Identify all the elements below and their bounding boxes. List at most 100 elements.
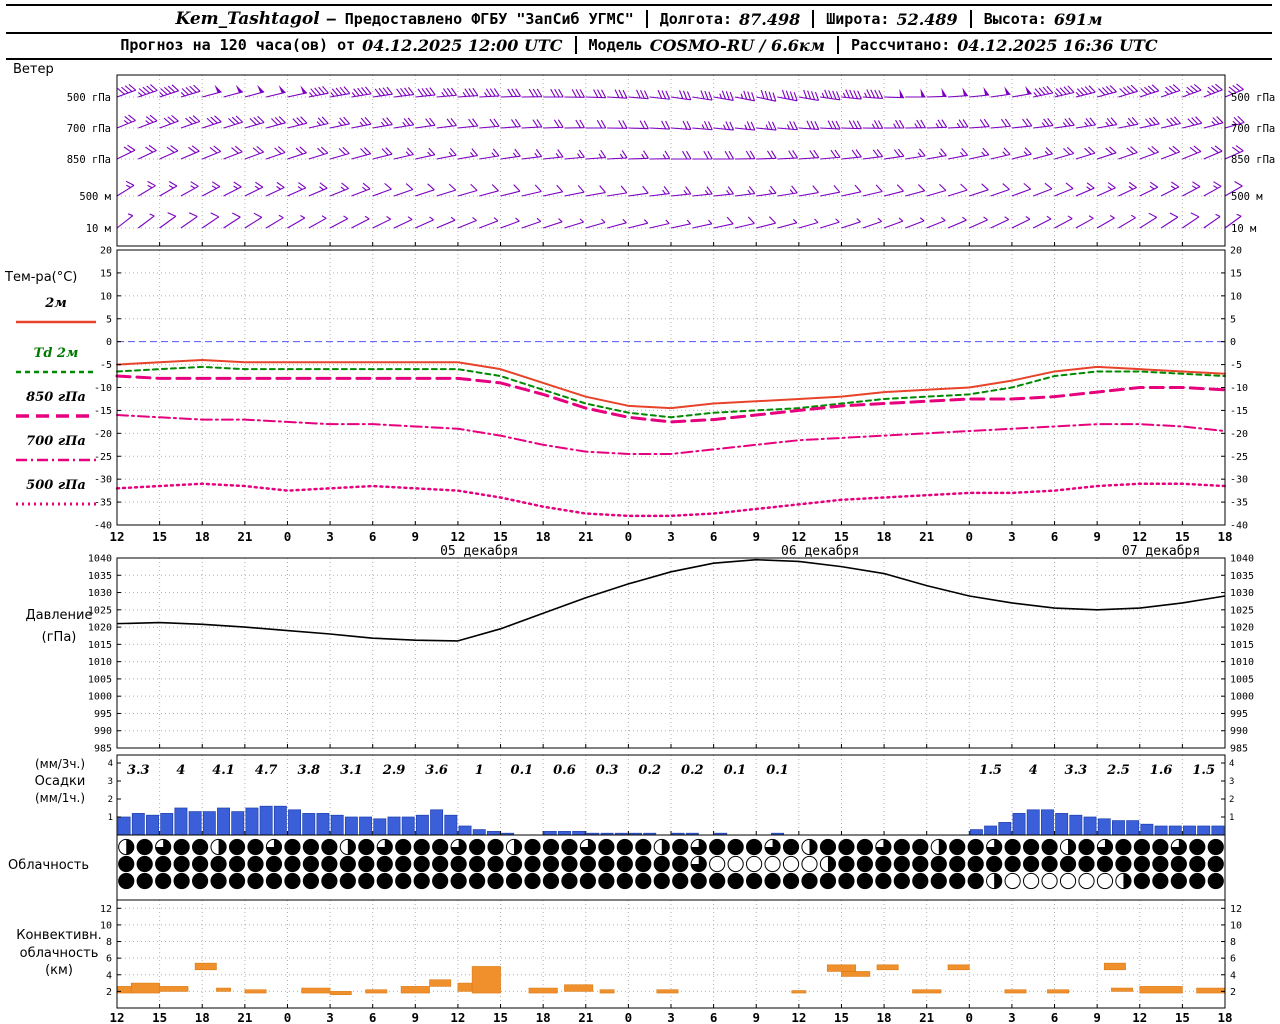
svg-text:6: 6 (369, 1010, 377, 1024)
precip-label-line3: (мм/1ч.) (34, 791, 86, 805)
svg-text:10: 10 (100, 291, 112, 302)
temp-legend-label: 500 гПа (26, 478, 86, 493)
longitude-value: 87.498 (739, 9, 801, 29)
svg-text:0: 0 (284, 1010, 292, 1024)
temp-legend-label: 700 гПа (26, 434, 86, 449)
svg-text:-20: -20 (1230, 429, 1248, 440)
svg-text:-40: -40 (1230, 521, 1248, 532)
header-line-2: Прогноз на 120 часа(ов) от 04.12.2025 12… (6, 32, 1272, 60)
svg-text:3: 3 (1008, 529, 1016, 544)
svg-text:2.5: 2.5 (1106, 763, 1130, 778)
svg-text:9: 9 (1093, 529, 1101, 544)
calculated-datetime: 04.12.2025 16:36 UTC (957, 35, 1158, 55)
svg-text:1005: 1005 (88, 674, 112, 685)
svg-text:0: 0 (966, 529, 974, 544)
svg-text:20: 20 (100, 246, 112, 257)
svg-text:700 гПа: 700 гПа (67, 123, 111, 135)
svg-text:-25: -25 (94, 452, 112, 463)
svg-text:990: 990 (94, 726, 112, 737)
svg-text:12: 12 (450, 529, 465, 544)
svg-text:1000: 1000 (1230, 692, 1254, 703)
svg-text:995: 995 (1230, 709, 1248, 720)
svg-text:9: 9 (412, 1010, 420, 1024)
temp-series-850 гПа (115, 374, 1227, 424)
svg-text:-30: -30 (1230, 475, 1248, 486)
temp-legend-label: Td 2м (33, 346, 79, 361)
svg-text:6: 6 (369, 529, 377, 544)
svg-text:4.7: 4.7 (255, 763, 278, 778)
svg-text:1025: 1025 (1230, 605, 1254, 616)
temp-legend-label: 2м (45, 296, 67, 311)
svg-text:3.1: 3.1 (340, 763, 363, 778)
svg-text:0: 0 (106, 337, 112, 348)
svg-text:15: 15 (1175, 1010, 1190, 1024)
temp-series-700 гПа (116, 414, 1226, 455)
svg-text:15: 15 (1175, 529, 1190, 544)
pressure-label-line2: (гПа) (41, 630, 77, 645)
svg-text:15: 15 (834, 1010, 849, 1024)
convective-panel (116, 962, 1226, 996)
svg-text:1015: 1015 (88, 640, 112, 651)
svg-text:18: 18 (536, 529, 551, 544)
svg-text:0: 0 (625, 1010, 633, 1024)
svg-text:1010: 1010 (1230, 657, 1254, 668)
convective-label-line3: (км) (45, 963, 73, 978)
svg-text:-10: -10 (1230, 383, 1248, 394)
svg-text:18: 18 (1217, 529, 1232, 544)
svg-text:21: 21 (919, 529, 934, 544)
svg-text:3: 3 (1229, 777, 1234, 787)
wind-panel: 500 гПа 500 гПа 700 гПа 700 гПа 850 гПа 850 г… (67, 83, 1275, 235)
svg-text:2.9: 2.9 (382, 763, 406, 778)
svg-text:21: 21 (578, 529, 593, 544)
svg-text:18: 18 (1217, 1010, 1232, 1024)
svg-text:1025: 1025 (88, 605, 112, 616)
temp-legend-line-sample (16, 320, 96, 324)
svg-text:15: 15 (834, 529, 849, 544)
svg-text:21: 21 (919, 1010, 934, 1024)
svg-text:-25: -25 (1230, 452, 1248, 463)
svg-text:6: 6 (1051, 529, 1059, 544)
header-separator (812, 10, 815, 28)
svg-text:0: 0 (966, 1010, 974, 1024)
svg-text:15: 15 (152, 1010, 167, 1024)
svg-text:-5: -5 (1230, 360, 1242, 371)
svg-text:10: 10 (1230, 920, 1242, 931)
wind-panel-label: Ветер (13, 62, 54, 77)
precip-label-line1: (мм/3ч.) (34, 757, 86, 771)
svg-text:4: 4 (1229, 759, 1234, 769)
temp-legend-entry-2: Td 2м (6, 346, 106, 381)
svg-text:4: 4 (108, 759, 113, 769)
svg-text:9: 9 (752, 1010, 760, 1024)
svg-text:4: 4 (1029, 763, 1038, 778)
svg-text:0.6: 0.6 (553, 763, 576, 778)
convective-label-line2: облачность (19, 946, 99, 961)
cloudiness-panel (118, 838, 1224, 890)
svg-text:-15: -15 (94, 406, 112, 417)
svg-text:6: 6 (710, 529, 718, 544)
svg-text:1.5: 1.5 (1192, 763, 1215, 778)
svg-text:1: 1 (1229, 813, 1234, 823)
temp-series-Td 2м (116, 365, 1226, 419)
svg-text:9: 9 (1093, 1010, 1101, 1024)
svg-text:3.8: 3.8 (297, 763, 320, 778)
temp-series-500 гПа (115, 482, 1227, 518)
svg-text:15: 15 (493, 529, 508, 544)
svg-text:1.6: 1.6 (1150, 763, 1173, 778)
temp-legend-entry-5: 500 гПа (6, 478, 106, 513)
svg-text:18: 18 (195, 529, 210, 544)
svg-text:985: 985 (1230, 744, 1248, 755)
svg-text:0.2: 0.2 (681, 763, 704, 778)
svg-text:6: 6 (710, 1010, 718, 1024)
temp-legend-entry-1: 2м (6, 296, 106, 331)
svg-text:1: 1 (475, 763, 484, 778)
svg-text:985: 985 (94, 744, 112, 755)
svg-text:-10: -10 (94, 383, 112, 394)
svg-text:3.6: 3.6 (425, 763, 448, 778)
svg-text:1: 1 (108, 813, 113, 823)
svg-text:4.1: 4.1 (212, 763, 235, 778)
svg-text:5: 5 (106, 314, 112, 325)
header-separator (574, 36, 577, 54)
temp-legend-label: 850 гПа (26, 390, 86, 405)
